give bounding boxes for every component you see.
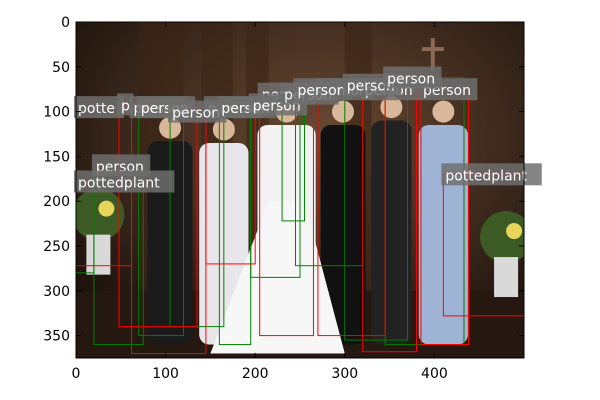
photo-face (332, 100, 355, 123)
box-label-bg (74, 170, 175, 193)
box-label-text: person (387, 72, 435, 88)
x-tick-label: 100 (152, 366, 179, 382)
photo-pot (86, 234, 111, 275)
photo-figure (320, 125, 366, 345)
box-label-text: person (298, 83, 346, 99)
box-label: p (117, 93, 134, 116)
photo-cross (430, 38, 435, 71)
y-tick-label: 0 (61, 15, 70, 31)
y-axis: 0 50 100 150 200 250 300 350 (43, 15, 524, 345)
x-tick-label: 300 (331, 366, 358, 382)
box-label: person (293, 78, 352, 101)
y-tick-label: 350 (43, 329, 70, 345)
box-label-bg (441, 163, 542, 186)
photo-face (380, 96, 403, 119)
x-tick-label: 400 (421, 366, 448, 382)
x-tick-label: 200 (242, 366, 269, 382)
x-axis: 0 100 200 300 400 (72, 22, 448, 382)
box-label: person (383, 66, 442, 89)
box-label-text: person (172, 106, 220, 122)
box-label-bg (74, 96, 124, 119)
y-tick-label: 200 (43, 194, 70, 210)
box-label-bg (168, 100, 227, 123)
photo-plant (76, 188, 125, 241)
box-label: potte (74, 96, 124, 119)
box-label-text: p (121, 98, 130, 114)
y-tick-label: 100 (43, 105, 70, 121)
y-tick-label: 150 (43, 149, 70, 165)
box-label-text: pottedplant (78, 175, 160, 191)
box-label: pottedplant (441, 163, 542, 186)
box-label-text: person (347, 79, 395, 95)
y-tick-label: 250 (43, 239, 70, 255)
photo-cross (421, 47, 444, 52)
detection-labels: potteppersonpersonpersonpersonpersonpers… (74, 66, 542, 193)
x-tick-label: 0 (72, 366, 81, 382)
y-tick-label: 300 (43, 284, 70, 300)
box-label-text: pottedplant (445, 168, 527, 184)
box-label-bg (383, 66, 442, 89)
photo-face (432, 100, 455, 123)
photo-figure (371, 120, 412, 345)
photo-flower (98, 200, 115, 217)
box-label: person (168, 100, 227, 123)
axes-frame (75, 21, 525, 359)
box-label: pottedplant (74, 170, 175, 193)
photo-pot (494, 257, 519, 298)
box-label-text: potte (78, 101, 115, 117)
photo-flower (506, 223, 523, 240)
box-label-bg (117, 93, 134, 116)
y-tick-label: 50 (52, 60, 70, 76)
box-label-bg (293, 78, 352, 101)
